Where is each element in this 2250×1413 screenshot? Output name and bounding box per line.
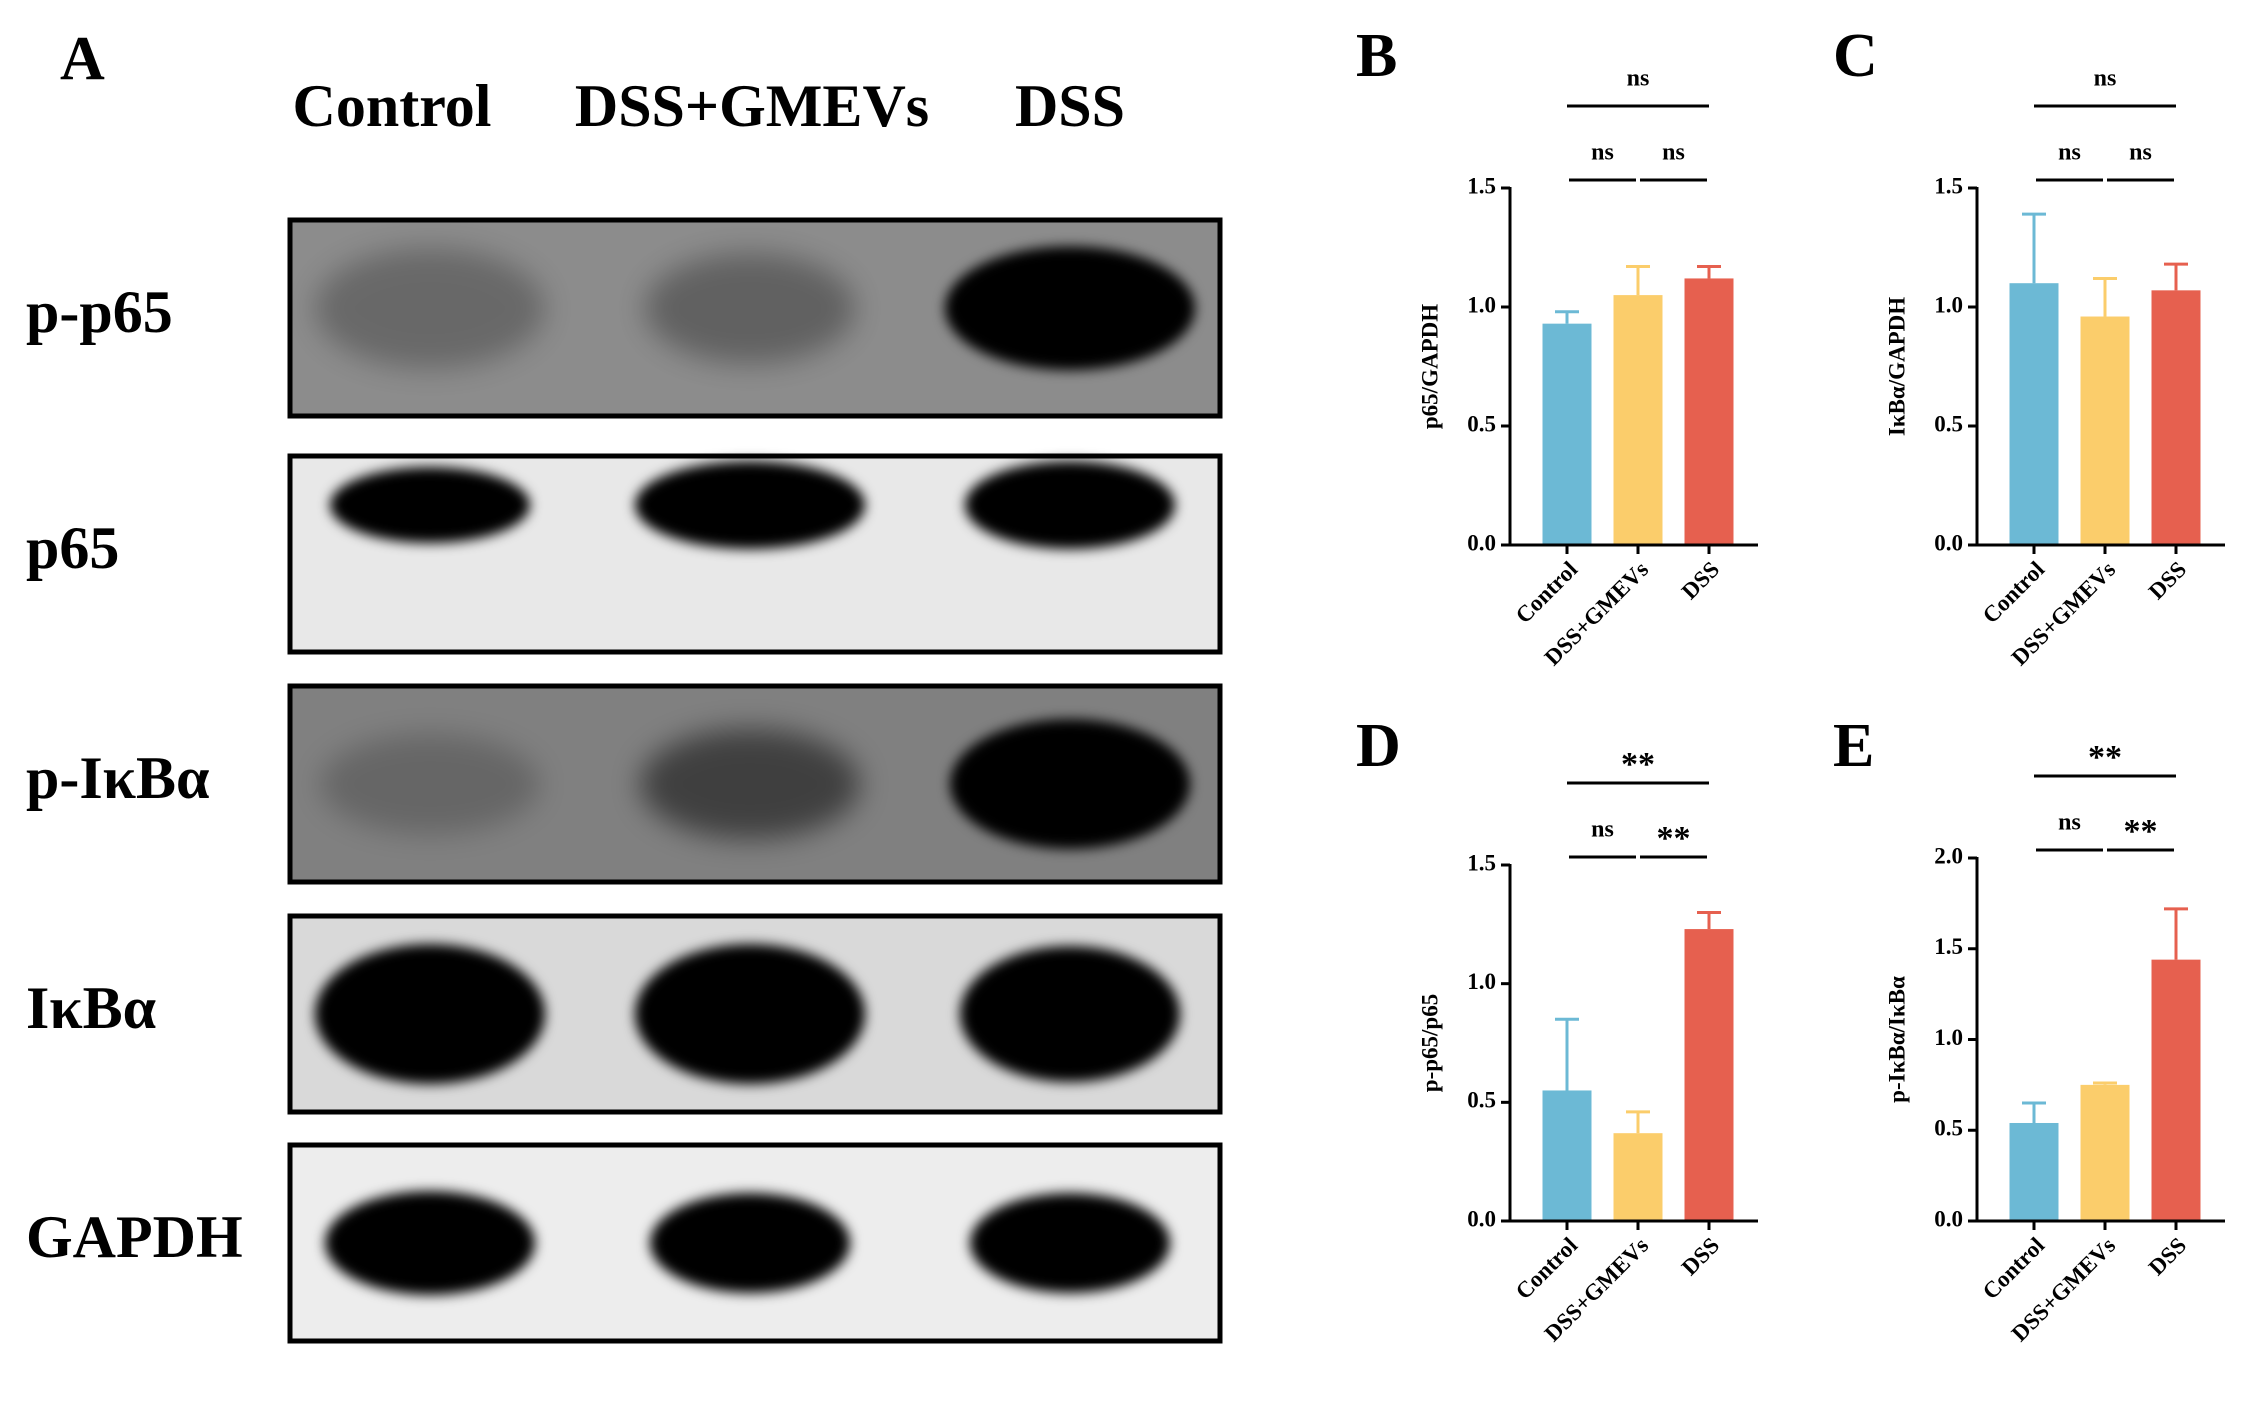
- bar: [2009, 1122, 2059, 1221]
- panel-label: E: [1833, 712, 1874, 780]
- blot-band: [950, 719, 1190, 849]
- blot-band: [325, 1191, 535, 1295]
- y-tick-label: 1.5: [1467, 850, 1496, 875]
- significance-label: ns: [1627, 66, 1650, 92]
- blot-band: [965, 461, 1175, 549]
- blot-band: [315, 944, 545, 1084]
- y-tick-label: 1.0: [1467, 969, 1496, 994]
- significance-label: ns: [2058, 140, 2081, 166]
- panel-label: B: [1356, 22, 1397, 90]
- significance-label: ns: [1591, 817, 1614, 843]
- bar: [2151, 290, 2201, 545]
- y-tick-label: 0.0: [1467, 530, 1496, 555]
- blot-frame: [287, 913, 1223, 1115]
- blot-band: [315, 248, 545, 369]
- y-tick-label: 1.5: [1934, 934, 1963, 959]
- y-axis-label: p-IκBα/IκBα: [1884, 976, 1909, 1103]
- significance-label: **: [1621, 746, 1655, 783]
- y-axis-label: p-p65/p65: [1417, 994, 1442, 1092]
- blot-band: [330, 467, 530, 543]
- blot-band: [650, 1193, 850, 1293]
- y-tick-label: 0.0: [1934, 530, 1963, 555]
- lane-label: Control: [293, 73, 492, 139]
- protein-label: p-IκBα: [26, 745, 210, 811]
- significance-label: ns: [2058, 810, 2081, 836]
- blot-band: [640, 729, 860, 839]
- y-tick-label: 1.5: [1467, 173, 1496, 198]
- significance-label: ns: [2129, 140, 2152, 166]
- bar: [1613, 295, 1663, 545]
- blot-band: [945, 246, 1195, 371]
- blot-frame: [287, 683, 1223, 885]
- bar: [1542, 323, 1592, 545]
- protein-label: p65: [26, 515, 119, 581]
- bar: [1613, 1133, 1663, 1221]
- blot-band: [645, 253, 855, 364]
- significance-label: ns: [1662, 140, 1685, 166]
- protein-label: p-p65: [26, 279, 173, 345]
- y-tick-label: 0.5: [1467, 1088, 1496, 1113]
- blot-band: [635, 944, 865, 1084]
- significance-label: **: [2124, 813, 2158, 850]
- y-tick-label: 2.0: [1934, 843, 1963, 868]
- bar: [2080, 316, 2130, 545]
- y-axis-label: p65/GAPDH: [1417, 304, 1442, 429]
- y-axis-label: IκBα/GAPDH: [1884, 297, 1909, 436]
- bar: [2080, 1084, 2130, 1221]
- y-tick-label: 1.5: [1934, 173, 1963, 198]
- y-tick-label: 0.0: [1467, 1206, 1496, 1231]
- bar: [1542, 1090, 1592, 1221]
- blot-band: [635, 461, 865, 549]
- significance-label: **: [1657, 820, 1691, 857]
- y-tick-label: 1.0: [1467, 292, 1496, 317]
- protein-label: GAPDH: [26, 1204, 243, 1270]
- blot-frame: [287, 453, 1223, 655]
- bar: [1684, 929, 1734, 1221]
- bar: [2009, 283, 2059, 545]
- blot-frame: [287, 1142, 1223, 1344]
- bar: [1684, 278, 1734, 545]
- significance-label: ns: [1591, 140, 1614, 166]
- y-tick-label: 0.5: [1934, 1116, 1963, 1141]
- blot-band: [970, 1193, 1170, 1293]
- blot-band: [960, 946, 1180, 1082]
- y-tick-label: 1.0: [1934, 1025, 1963, 1050]
- lane-label: DSS+GMEVs: [575, 73, 929, 139]
- y-tick-label: 1.0: [1934, 292, 1963, 317]
- y-tick-label: 0.0: [1934, 1206, 1963, 1231]
- significance-label: ns: [2094, 66, 2117, 92]
- bar: [2151, 959, 2201, 1221]
- panel-label: A: [60, 25, 105, 93]
- blot-band: [320, 734, 540, 834]
- significance-label: **: [2088, 739, 2122, 776]
- blot-frame: [287, 217, 1223, 419]
- lane-label: DSS: [1015, 73, 1125, 139]
- y-tick-label: 0.5: [1467, 411, 1496, 436]
- y-tick-label: 0.5: [1934, 411, 1963, 436]
- panel-label: D: [1356, 712, 1401, 780]
- protein-label: IκBα: [26, 975, 156, 1041]
- panel-label: C: [1833, 22, 1878, 90]
